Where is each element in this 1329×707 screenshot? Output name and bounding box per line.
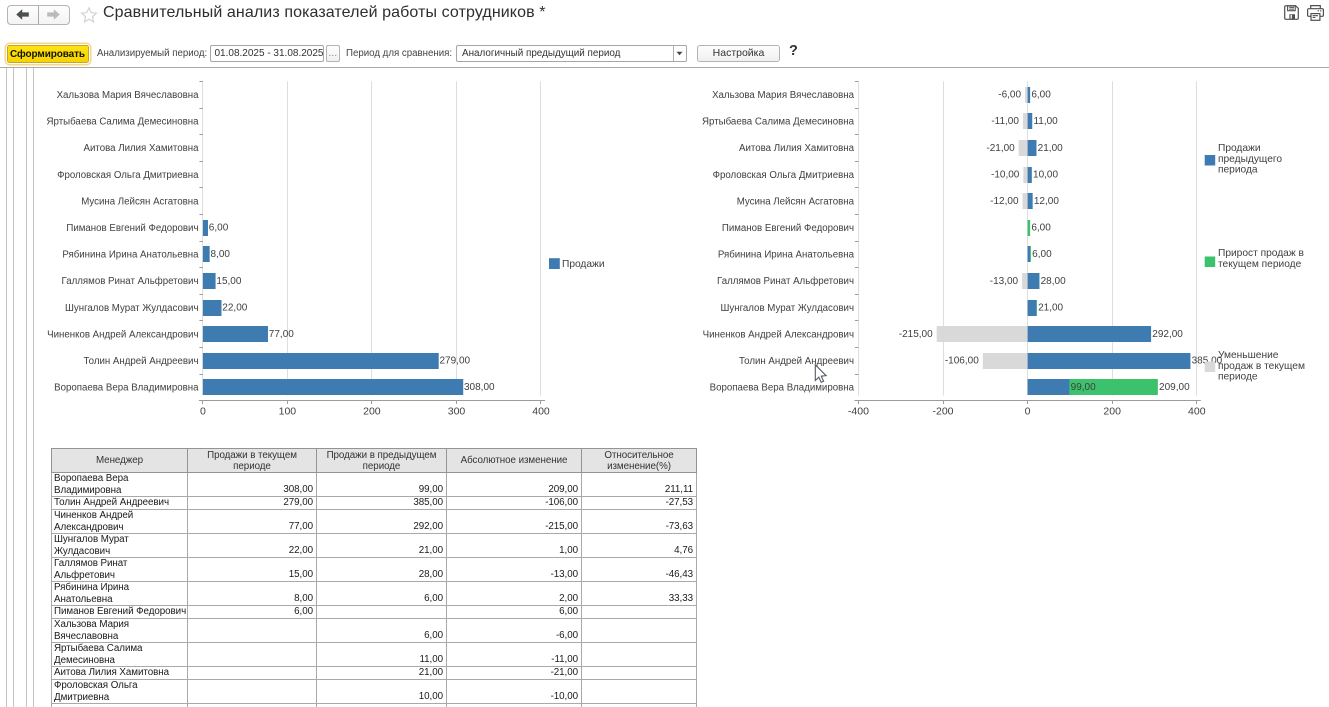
svg-text:-12,00: -12,00 xyxy=(990,196,1019,207)
svg-text:77,00: 77,00 xyxy=(269,329,294,340)
svg-text:Фроловская Ольга Дмитриевна: Фроловская Ольга Дмитриевна xyxy=(713,170,855,181)
svg-text:12,00: 12,00 xyxy=(1034,196,1059,207)
svg-text:8,00: 8,00 xyxy=(211,249,231,260)
svg-text:Толин Андрей Андреевич: Толин Андрей Андреевич xyxy=(739,356,854,367)
svg-text:Воропаева Вера Владимировна: Воропаева Вера Владимировна xyxy=(54,383,199,394)
svg-text:Мусина Лейсян Асгатовна: Мусина Лейсян Асгатовна xyxy=(81,196,199,207)
svg-text:21,00: 21,00 xyxy=(1038,302,1063,313)
svg-text:Яртыбаева Салима Демесиновна: Яртыбаева Салима Демесиновна xyxy=(47,117,200,128)
svg-text:Толин Андрей Андреевич: Толин Андрей Андреевич xyxy=(83,356,198,367)
svg-text:200: 200 xyxy=(1103,406,1121,418)
svg-text:Хальзова Мария Вячеславовна: Хальзова Мария Вячеславовна xyxy=(57,90,200,101)
svg-text:Чиненков Андрей Александрович: Чиненков Андрей Александрович xyxy=(47,329,198,340)
svg-text:Хальзова Мария Вячеславовна: Хальзова Мария Вячеславовна xyxy=(712,90,855,101)
svg-text:периоде: периоде xyxy=(1218,372,1258,383)
svg-text:209,00: 209,00 xyxy=(1159,382,1190,393)
svg-text:Продажи: Продажи xyxy=(562,259,605,270)
svg-text:Яртыбаева Салима Демесиновна: Яртыбаева Салима Демесиновна xyxy=(702,117,855,128)
svg-text:Уменьшение: Уменьшение xyxy=(1218,350,1279,361)
svg-text:Аитова Лилия Хамитовна: Аитова Лилия Хамитовна xyxy=(739,143,855,154)
svg-text:Пиманов Евгений Федорович: Пиманов Евгений Федорович xyxy=(66,223,198,234)
svg-text:Рябинина Ирина Анатольевна: Рябинина Ирина Анатольевна xyxy=(718,250,855,261)
svg-text:10,00: 10,00 xyxy=(1033,169,1058,180)
svg-text:100: 100 xyxy=(279,406,297,418)
svg-text:-11,00: -11,00 xyxy=(991,116,1019,127)
svg-text:11,00: 11,00 xyxy=(1033,116,1058,127)
svg-text:-106,00: -106,00 xyxy=(945,356,979,367)
svg-text:продаж в текущем: продаж в текущем xyxy=(1218,361,1305,372)
svg-text:Чиненков Андрей Александрович: Чиненков Андрей Александрович xyxy=(703,329,854,340)
svg-text:300: 300 xyxy=(448,406,466,418)
svg-text:0: 0 xyxy=(200,406,206,418)
svg-text:периода: периода xyxy=(1218,165,1258,176)
svg-text:-400: -400 xyxy=(848,406,869,418)
svg-text:0: 0 xyxy=(1025,406,1031,418)
svg-text:400: 400 xyxy=(532,406,550,418)
svg-text:-13,00: -13,00 xyxy=(990,276,1019,287)
svg-text:385,00: 385,00 xyxy=(1192,356,1223,367)
svg-text:6,00: 6,00 xyxy=(209,223,229,234)
svg-text:400: 400 xyxy=(1188,406,1206,418)
svg-text:200: 200 xyxy=(363,406,381,418)
svg-text:-215,00: -215,00 xyxy=(899,329,933,340)
svg-text:15,00: 15,00 xyxy=(216,276,241,287)
svg-text:предыдущего: предыдущего xyxy=(1218,154,1282,165)
svg-text:Мусина Лейсян Асгатовна: Мусина Лейсян Асгатовна xyxy=(737,196,855,207)
svg-text:-21,00: -21,00 xyxy=(986,143,1015,154)
svg-text:99,00: 99,00 xyxy=(1071,382,1096,393)
svg-text:Рябинина Ирина Анатольевна: Рябинина Ирина Анатольевна xyxy=(62,250,199,261)
svg-text:Фроловская Ольга Дмитриевна: Фроловская Ольга Дмитриевна xyxy=(57,170,199,181)
svg-text:6,00: 6,00 xyxy=(1031,223,1051,234)
svg-text:308,00: 308,00 xyxy=(464,382,495,393)
svg-text:Пиманов Евгений Федорович: Пиманов Евгений Федорович xyxy=(722,223,854,234)
svg-text:28,00: 28,00 xyxy=(1041,276,1066,287)
svg-text:22,00: 22,00 xyxy=(222,302,247,313)
svg-text:Продажи: Продажи xyxy=(1218,143,1261,154)
svg-text:-6,00: -6,00 xyxy=(998,90,1021,101)
svg-text:-10,00: -10,00 xyxy=(991,169,1020,180)
svg-text:Аитова Лилия Хамитовна: Аитова Лилия Хамитовна xyxy=(84,143,200,154)
svg-text:6,00: 6,00 xyxy=(1031,90,1051,101)
svg-text:Воропаева Вера Владимировна: Воропаева Вера Владимировна xyxy=(710,383,855,394)
svg-text:текущем периоде: текущем периоде xyxy=(1218,259,1302,270)
svg-text:-200: -200 xyxy=(932,406,953,418)
svg-text:Шунгалов Мурат Жулдасович: Шунгалов Мурат Жулдасович xyxy=(721,303,854,314)
svg-text:6,00: 6,00 xyxy=(1032,249,1052,260)
svg-text:21,00: 21,00 xyxy=(1038,143,1063,154)
svg-text:292,00: 292,00 xyxy=(1152,329,1183,340)
svg-text:279,00: 279,00 xyxy=(440,356,471,367)
svg-text:Прирост продаж в: Прирост продаж в xyxy=(1218,248,1304,259)
svg-text:Галлямов Ринат Альфретович: Галлямов Ринат Альфретович xyxy=(717,276,854,287)
svg-text:Галлямов Ринат Альфретович: Галлямов Ринат Альфретович xyxy=(62,276,199,287)
svg-text:Шунгалов Мурат Жулдасович: Шунгалов Мурат Жулдасович xyxy=(65,303,198,314)
